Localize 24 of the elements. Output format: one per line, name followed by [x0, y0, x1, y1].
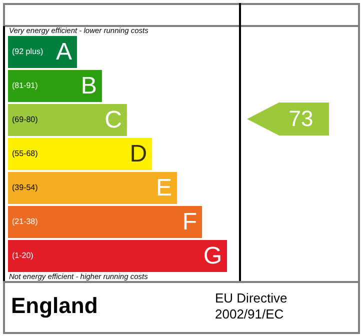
y-tick-label: F [182, 208, 198, 236]
annotation: (69-80) [12, 115, 38, 124]
annotation: (81-91) [12, 81, 38, 90]
annotation: (1-20) [12, 251, 34, 260]
y-tick-label: B [80, 72, 97, 100]
bar [8, 138, 152, 170]
text: EU Directive 2002/91/EC [215, 290, 288, 322]
y-tick-label: E [156, 174, 172, 202]
bar [8, 70, 102, 102]
bar [8, 240, 227, 272]
bar [8, 172, 178, 204]
text: 73 [288, 106, 314, 132]
text: England [11, 293, 98, 318]
y-tick-label: A [56, 38, 72, 66]
bar [8, 104, 127, 136]
annotation: (55-68) [12, 149, 38, 158]
bar [8, 206, 202, 238]
y-tick-label: D [130, 140, 148, 168]
annotation: (21-38) [12, 217, 38, 226]
bar [8, 36, 77, 68]
y-tick-label: G [203, 242, 222, 270]
annotation: (39-54) [12, 183, 38, 192]
y-tick-label: C [104, 106, 122, 134]
annotation: (92 plus) [12, 47, 44, 56]
